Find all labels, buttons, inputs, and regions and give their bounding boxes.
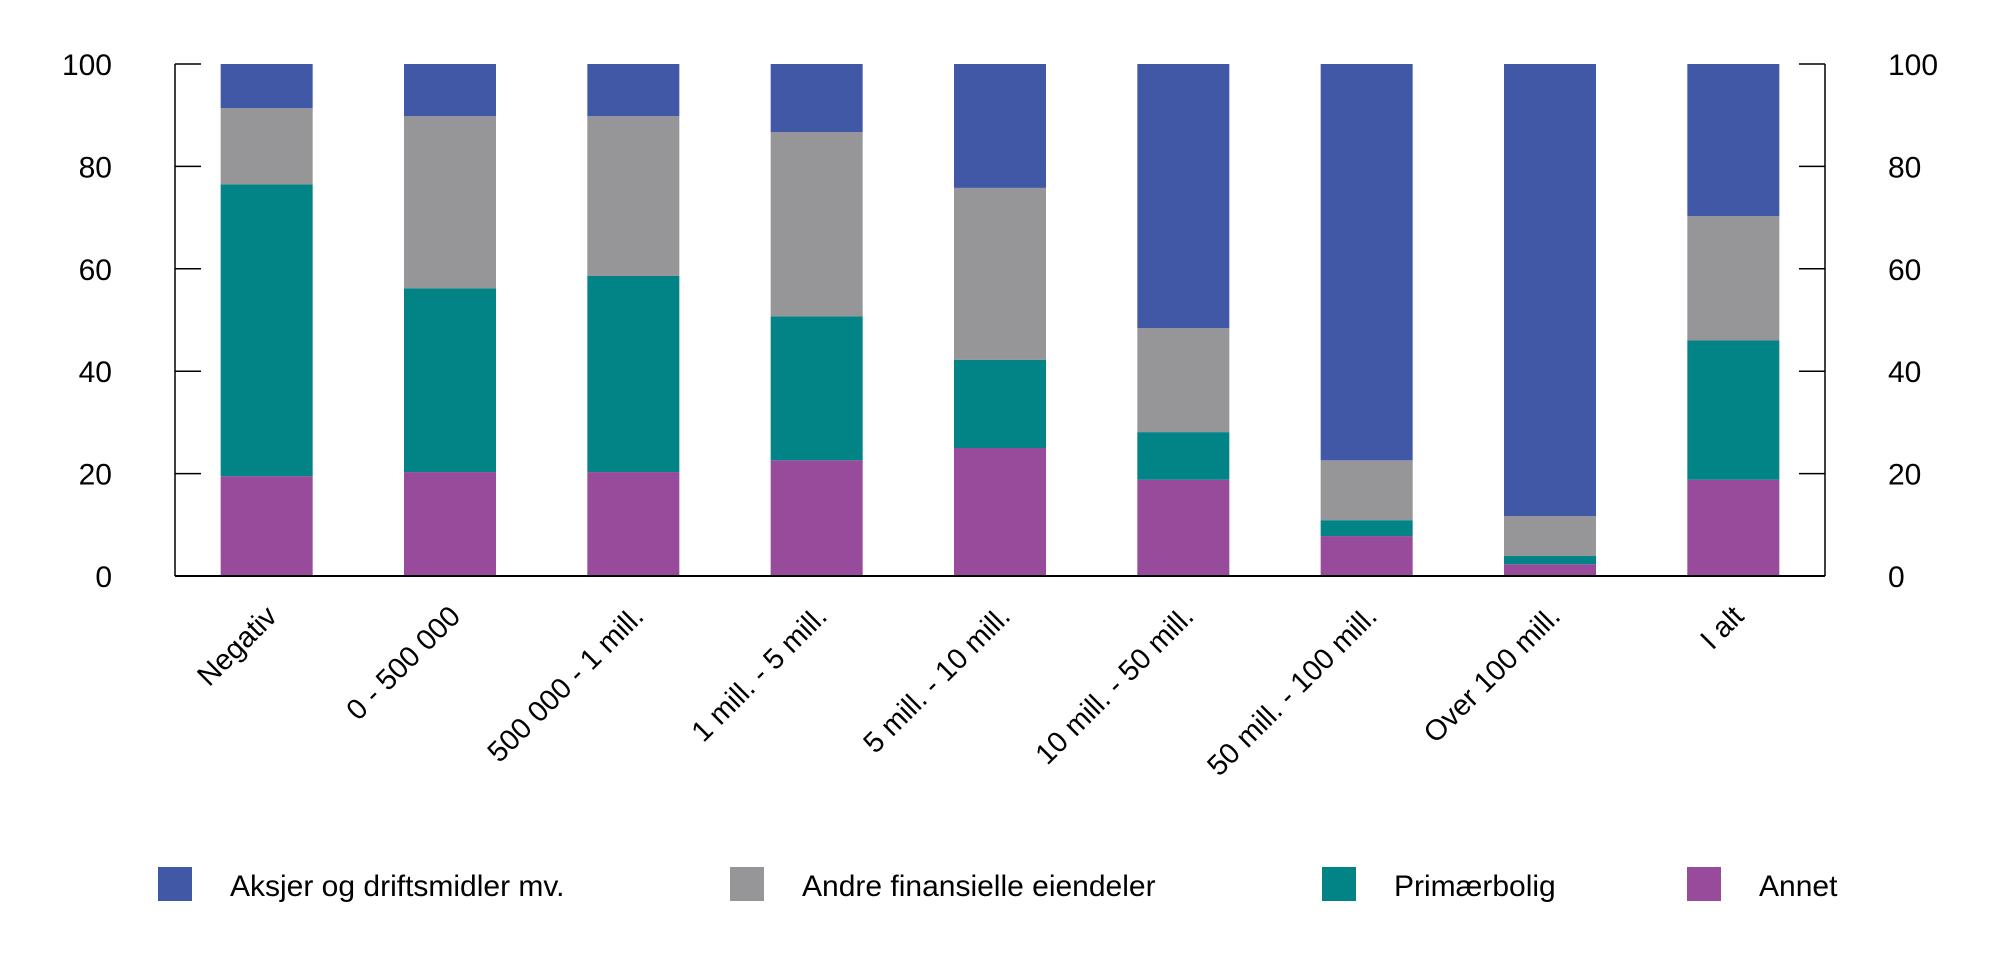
bar-segment xyxy=(220,64,313,109)
bar-segment xyxy=(954,187,1046,360)
bar-segment xyxy=(1504,556,1596,565)
legend-label: Primærbolig xyxy=(1394,870,1556,903)
left-tick-label: 60 xyxy=(79,254,112,287)
legend-swatch xyxy=(730,867,764,901)
bar-segment xyxy=(404,472,496,576)
left-tick-label: 20 xyxy=(79,459,112,492)
bar-segment xyxy=(404,288,496,473)
axes-layer: 0 0 20 20 40 40 60 60 80 80 100 100 xyxy=(62,49,1938,594)
left-tick-label: 40 xyxy=(79,356,112,389)
bar-segment xyxy=(770,460,863,576)
category-labels: Negativ 0 - 500 000 500 000 - 1 mill. 1 mil… xyxy=(191,600,1750,783)
bar-segment xyxy=(1137,479,1230,576)
legend-swatch xyxy=(1322,867,1356,901)
left-tick-label: 100 xyxy=(62,49,112,82)
bar-segment xyxy=(1320,536,1413,576)
category-label: Negativ xyxy=(191,600,284,693)
legend-swatch xyxy=(1687,867,1721,901)
bar-segment xyxy=(1504,64,1596,517)
bar-segment xyxy=(1687,216,1780,341)
bar-segment xyxy=(1320,64,1413,461)
bar-segment xyxy=(954,359,1046,448)
legend-swatch xyxy=(158,867,192,901)
bar-segment xyxy=(220,476,313,576)
bar-segment xyxy=(404,64,496,117)
bar-segment xyxy=(770,316,863,461)
right-tick-label: 0 xyxy=(1888,561,1905,594)
bar-segment xyxy=(1320,460,1413,521)
bar-segment xyxy=(587,472,680,576)
right-tick-label: 40 xyxy=(1888,356,1921,389)
legend-label: Annet xyxy=(1759,870,1838,903)
bar-segment xyxy=(220,108,313,185)
bar-segment xyxy=(587,116,680,276)
bar-segment xyxy=(1504,516,1596,557)
bar-segment xyxy=(1687,64,1780,217)
right-tick-label: 60 xyxy=(1888,254,1921,287)
bar-segment xyxy=(770,64,863,133)
bar-segment xyxy=(954,448,1046,576)
category-label: 1 mill. - 5 mill. xyxy=(686,600,834,748)
left-tick-label: 0 xyxy=(95,561,112,594)
category-label: Over 100 mill. xyxy=(1418,600,1567,749)
bar-segment xyxy=(1137,432,1230,480)
category-label: 50 mill. - 100 mill. xyxy=(1201,600,1383,782)
bars-layer xyxy=(220,64,1780,576)
right-tick-label: 100 xyxy=(1888,49,1938,82)
legend: Aksjer og driftsmidler mv. Andre finansie… xyxy=(158,867,1838,903)
bar-segment xyxy=(1137,64,1230,329)
bar-segment xyxy=(1137,328,1230,433)
left-tick-label: 80 xyxy=(79,151,112,184)
bar-segment xyxy=(404,116,496,289)
bar-segment xyxy=(1687,479,1780,576)
right-tick-label: 20 xyxy=(1888,459,1921,492)
bar-segment xyxy=(1320,520,1413,537)
category-label: 500 000 - 1 mill. xyxy=(482,600,651,769)
category-label: 0 - 500 000 xyxy=(341,600,467,726)
bar-segment xyxy=(1687,340,1780,480)
category-label: 5 mill. - 10 mill. xyxy=(858,600,1017,759)
category-label: 10 mill. - 50 mill. xyxy=(1030,600,1201,771)
bar-segment xyxy=(1504,564,1596,576)
bar-segment xyxy=(954,64,1046,188)
legend-label: Andre finansielle eiendeler xyxy=(802,870,1156,903)
bar-segment xyxy=(587,64,680,117)
legend-label: Aksjer og driftsmidler mv. xyxy=(230,870,565,903)
bar-segment xyxy=(587,275,680,473)
right-tick-label: 80 xyxy=(1888,151,1921,184)
bar-segment xyxy=(770,132,863,317)
category-label: I alt xyxy=(1695,600,1751,656)
bar-segment xyxy=(220,184,313,477)
